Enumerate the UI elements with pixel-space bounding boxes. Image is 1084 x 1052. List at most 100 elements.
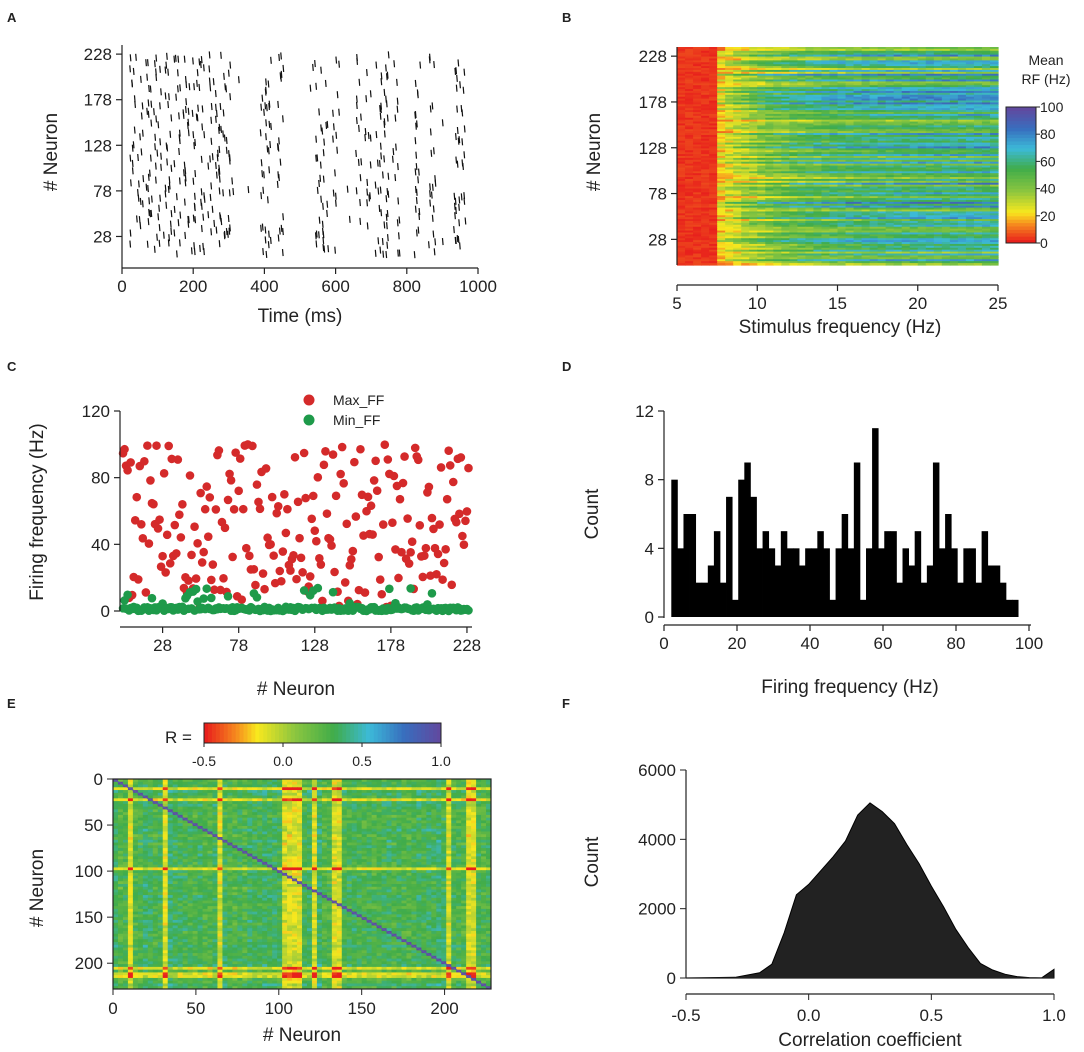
heatmap-cell: [885, 89, 895, 92]
heatmap-cell: [869, 209, 879, 213]
spike-mark: [358, 124, 360, 132]
heatmap-cell: [805, 136, 815, 140]
heatmap-cell: [821, 66, 831, 69]
heatmap-cell: [717, 150, 726, 153]
heatmap-cell: [701, 211, 710, 214]
heatmap-cell: [925, 50, 935, 54]
heatmap-cell: [869, 56, 879, 60]
heatmap-cell: [781, 60, 790, 63]
heatmap-cell: [781, 228, 790, 232]
heatmap-cell: [901, 205, 911, 209]
heatmap-cell: [973, 242, 983, 245]
heatmap-cell: [773, 154, 782, 157]
spike-mark: [197, 104, 199, 112]
heatmap-cell: [829, 243, 839, 247]
heatmap-cell: [781, 182, 790, 186]
heatmap-cell: [869, 48, 879, 52]
heatmap-cell: [853, 52, 863, 56]
heatmap-cell: [773, 201, 782, 205]
heatmap-cell: [917, 159, 927, 163]
heatmap-cell: [925, 79, 935, 83]
heatmap-cell: [893, 133, 903, 136]
heatmap-cell: [821, 77, 831, 81]
heatmap-cell: [845, 113, 855, 117]
heatmap-cell: [773, 62, 782, 65]
heatmap-cell: [845, 228, 855, 232]
heatmap-cell: [725, 230, 734, 234]
spike-mark: [187, 107, 190, 115]
heatmap-cell: [749, 90, 758, 94]
heatmap-cell: [957, 77, 967, 81]
heatmap-cell: [685, 140, 694, 144]
heatmap-cell: [797, 85, 806, 88]
heatmap-cell: [797, 64, 806, 67]
heatmap-cell: [701, 89, 710, 92]
heatmap-cell: [709, 157, 718, 161]
heatmap-cell: [957, 243, 967, 247]
heatmap-cell: [757, 240, 766, 243]
heatmap-cell: [957, 83, 967, 86]
heatmap-cell: [821, 159, 831, 163]
heatmap-cell: [773, 171, 782, 174]
heatmap-cell: [941, 201, 951, 205]
heatmap-cell: [957, 87, 967, 90]
heatmap-cell: [797, 144, 806, 148]
heatmap-cell: [949, 205, 959, 209]
heatmap-cell: [773, 48, 782, 52]
heatmap-cell: [709, 90, 718, 94]
heatmap-cell: [765, 230, 774, 234]
spike-mark: [463, 125, 466, 133]
heatmap-cell: [933, 79, 943, 83]
heatmap-cell: [901, 89, 911, 92]
heatmap-cell: [925, 58, 935, 61]
heatmap-cell: [933, 205, 943, 209]
heatmap-cell: [877, 207, 887, 211]
heatmap-cell: [709, 98, 718, 102]
heatmap-cell: [933, 201, 943, 205]
heatmap-cell: [821, 136, 831, 140]
heatmap-cell: [973, 247, 983, 251]
spike-mark: [192, 177, 195, 185]
heatmap-cell: [733, 75, 742, 79]
heatmap-cell: [877, 199, 887, 203]
heatmap-cell: [813, 169, 823, 172]
heatmap-cell: [749, 87, 758, 90]
heatmap-cell: [701, 71, 710, 75]
heatmap-cell: [797, 205, 806, 209]
heatmap-cell: [709, 125, 718, 128]
heatmap-cell: [677, 98, 686, 102]
heatmap-cell: [725, 219, 734, 222]
heatmap-cell: [773, 205, 782, 209]
heatmap-cell: [957, 102, 967, 105]
heatmap-cell: [677, 154, 686, 157]
heatmap-cell: [781, 180, 790, 184]
heatmap-cell: [789, 171, 798, 174]
heatmap-cell: [805, 178, 815, 182]
spike-mark: [201, 105, 204, 113]
spike-mark: [414, 137, 417, 145]
heatmap-cell: [917, 85, 927, 88]
spike-mark: [218, 123, 221, 131]
heatmap-cell: [821, 152, 831, 155]
heatmap-cell: [893, 60, 903, 63]
heatmap-cell: [821, 81, 831, 84]
heatmap-cell: [733, 236, 742, 239]
heatmap-cell: [709, 228, 718, 232]
heatmap-cell: [981, 129, 991, 132]
heatmap-cell: [797, 150, 806, 153]
heatmap-cell: [861, 98, 871, 102]
heatmap-cell: [917, 243, 927, 247]
heatmap-cell: [989, 226, 999, 230]
spike-mark: [178, 134, 181, 142]
heatmap-cell: [813, 154, 823, 157]
heatmap-cell: [701, 182, 710, 186]
heatmap-cell: [981, 81, 991, 84]
heatmap-cell: [901, 219, 911, 222]
spike-mark: [267, 80, 270, 88]
heatmap-cell: [741, 60, 750, 63]
heatmap-cell: [829, 94, 839, 98]
heatmap-cell: [773, 102, 782, 105]
heatmap-cell: [877, 232, 887, 236]
heatmap-cell: [757, 152, 766, 155]
heatmap-cell: [813, 184, 823, 188]
